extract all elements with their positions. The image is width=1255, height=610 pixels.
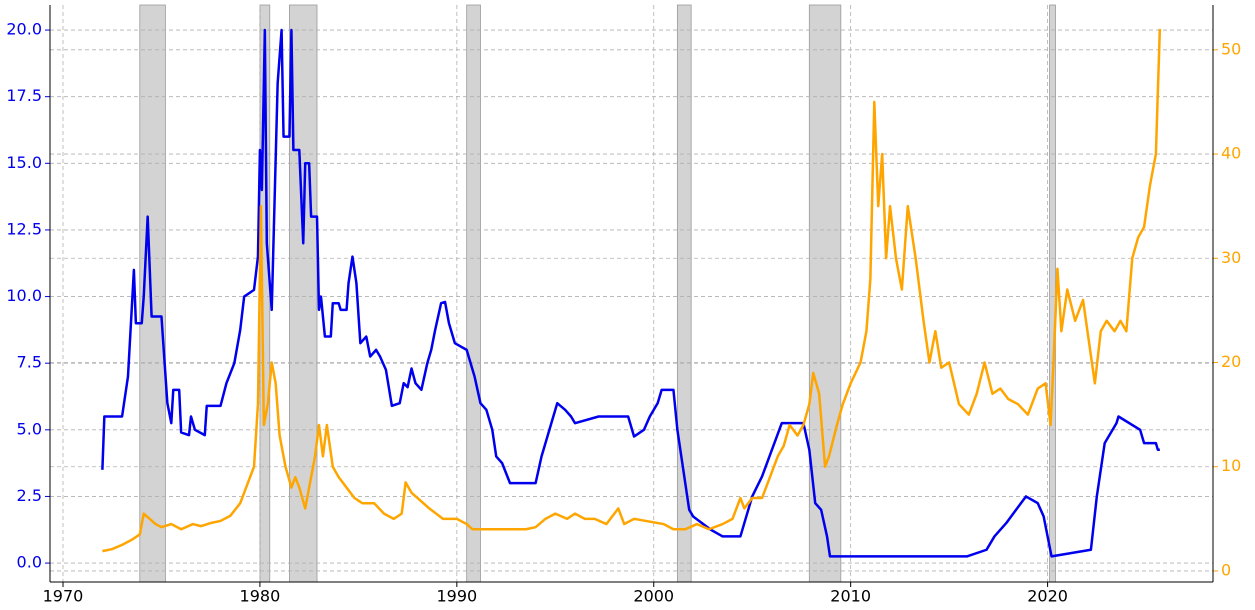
y2-tick-label: 10 [1221,456,1241,475]
y-tick-label: 17.5 [6,86,42,105]
x-tick-label: 1980 [240,587,281,606]
x-tick-label: 1990 [436,587,477,606]
y-tick-label: 0.0 [17,553,42,572]
y-tick-label: 15.0 [6,153,42,172]
y-tick-label: 10.0 [6,286,42,305]
recession-band [808,4,842,583]
y2-tick-label: 50 [1221,39,1241,58]
x-tick-label: 2000 [633,587,674,606]
recession-band [466,4,481,583]
y2-tick-label: 40 [1221,144,1241,163]
x-tick-label: 2010 [830,587,871,606]
recession-band [1049,4,1056,583]
y2-tick-label: 30 [1221,248,1241,267]
y-tick-label: 20.0 [6,20,42,39]
series-line [102,28,1162,553]
y-tick-label: 5.0 [17,419,42,438]
y-tick-label: 12.5 [6,219,42,238]
y-tick-label: 2.5 [17,486,42,505]
recession-band [676,4,692,583]
y-tick-label: 7.5 [17,353,42,372]
series-line [101,28,1160,558]
x-tick-label: 1970 [43,587,84,606]
x-tick-label: 2020 [1027,587,1068,606]
y2-tick-label: 20 [1221,352,1241,371]
y2-tick-label: 0 [1221,560,1231,579]
